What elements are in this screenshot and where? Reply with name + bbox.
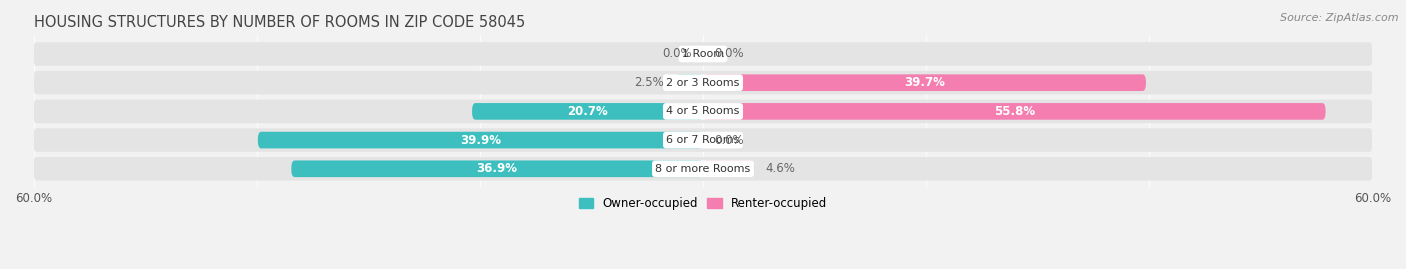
Text: 6 or 7 Rooms: 6 or 7 Rooms — [666, 135, 740, 145]
Text: 0.0%: 0.0% — [662, 48, 692, 61]
Text: HOUSING STRUCTURES BY NUMBER OF ROOMS IN ZIP CODE 58045: HOUSING STRUCTURES BY NUMBER OF ROOMS IN… — [34, 15, 524, 30]
FancyBboxPatch shape — [34, 100, 1372, 123]
Text: 0.0%: 0.0% — [714, 48, 744, 61]
Text: 39.9%: 39.9% — [460, 134, 501, 147]
FancyBboxPatch shape — [257, 132, 703, 148]
FancyBboxPatch shape — [703, 74, 1146, 91]
Text: 1 Room: 1 Room — [682, 49, 724, 59]
FancyBboxPatch shape — [675, 74, 703, 91]
Text: 2.5%: 2.5% — [634, 76, 664, 89]
Text: 55.8%: 55.8% — [994, 105, 1035, 118]
FancyBboxPatch shape — [34, 128, 1372, 152]
FancyBboxPatch shape — [291, 160, 703, 177]
Text: 2 or 3 Rooms: 2 or 3 Rooms — [666, 78, 740, 88]
FancyBboxPatch shape — [472, 103, 703, 120]
Text: Source: ZipAtlas.com: Source: ZipAtlas.com — [1281, 13, 1399, 23]
Legend: Owner-occupied, Renter-occupied: Owner-occupied, Renter-occupied — [574, 193, 832, 215]
Text: 20.7%: 20.7% — [567, 105, 607, 118]
FancyBboxPatch shape — [703, 103, 1326, 120]
Text: 8 or more Rooms: 8 or more Rooms — [655, 164, 751, 174]
FancyBboxPatch shape — [34, 157, 1372, 180]
FancyBboxPatch shape — [34, 71, 1372, 94]
Text: 39.7%: 39.7% — [904, 76, 945, 89]
Text: 36.9%: 36.9% — [477, 162, 517, 175]
FancyBboxPatch shape — [703, 160, 755, 177]
Text: 4 or 5 Rooms: 4 or 5 Rooms — [666, 106, 740, 116]
Text: 0.0%: 0.0% — [714, 134, 744, 147]
FancyBboxPatch shape — [34, 42, 1372, 66]
Text: 4.6%: 4.6% — [765, 162, 796, 175]
